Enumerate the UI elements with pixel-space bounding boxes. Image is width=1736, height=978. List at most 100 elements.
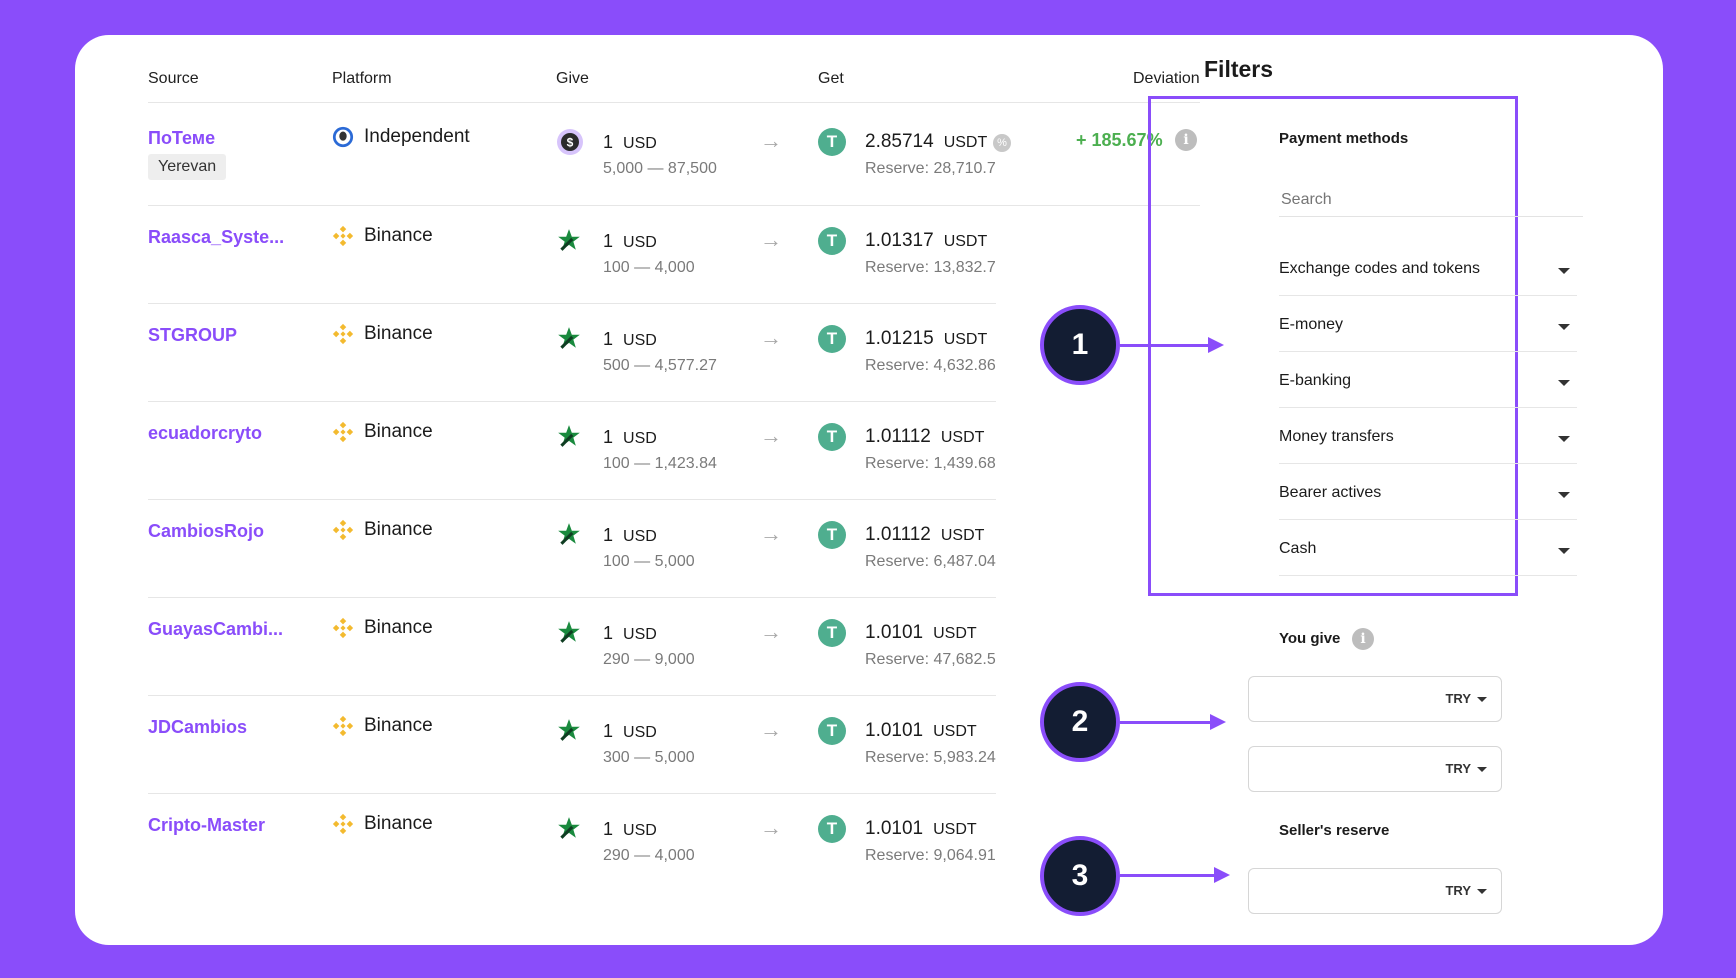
platform-name: Binance [364,323,433,344]
give-value: 1 [603,329,614,349]
give-currency: USD [623,135,657,152]
currency-select-reserve[interactable]: TRY [1445,883,1471,898]
percent-icon[interactable]: % [993,134,1011,152]
get-value: 1.0101 [865,622,924,643]
category-item[interactable]: E-money [1279,316,1344,333]
chevron-down-icon[interactable] [1558,548,1570,554]
chevron-down-icon[interactable] [1558,436,1570,442]
chevron-down-icon[interactable] [1558,268,1570,274]
give-value: 1 [603,427,614,447]
header-platform[interactable]: Platform [332,70,392,87]
get-value: 1.0101 [865,818,924,839]
give-value: 1 [603,721,614,741]
binance-icon [332,323,354,345]
arrow-right-icon: → [760,717,782,742]
give-currency: USD [623,528,657,545]
get-value: 1.01112 [865,524,931,545]
info-icon[interactable]: i [1175,129,1197,151]
category-item[interactable]: Bearer actives [1279,484,1382,501]
get-value: 2.85714 [865,131,934,152]
reserve-text: Reserve: 9,064.91 [865,847,996,864]
row-divider [148,499,996,500]
get-currency: USDT [943,134,988,151]
category-divider [1279,407,1577,408]
filters-title: Filters [1204,56,1274,82]
header-source[interactable]: Source [148,70,199,87]
give-value: 1 [603,525,614,545]
arrow-right-icon: → [760,128,782,153]
give-range: 100 — 4,000 [603,259,695,276]
currency-select-from[interactable]: TRY [1445,691,1471,706]
arrow-right-icon: → [760,227,782,252]
category-item[interactable]: Money transfers [1279,428,1394,445]
give-amount: 1 USD [603,132,657,153]
get-currency: USDT [940,429,985,446]
payment-star-icon [556,521,584,549]
source-link[interactable]: GuayasCambi... [148,619,284,639]
chevron-down-icon [1477,889,1487,894]
platform-cell: Independent [332,126,470,148]
city-badge: Yerevan [148,154,227,180]
get-currency: USDT [933,821,977,838]
give-range: 300 — 5,000 [603,749,695,766]
callout-1-arrow [1120,344,1214,347]
binance-icon [332,715,354,737]
arrow-right-icon: → [760,423,782,448]
give-from-input[interactable]: TRY [1248,676,1502,722]
get-amount: 1.0101 USDT [865,720,977,742]
payment-star-icon [556,717,584,745]
category-divider [1279,575,1577,576]
header-get[interactable]: Get [818,70,844,87]
give-amount: 1 USD [603,623,657,644]
callout-3: 3 [1040,836,1120,916]
get-value: 1.01112 [865,426,931,447]
sellers-reserve-label: Seller's reserve [1279,822,1390,839]
get-currency: USDT [940,527,985,544]
give-value: 1 [603,231,614,251]
tether-icon: T [818,717,846,745]
get-currency: USDT [933,723,977,740]
arrow-right-icon: → [760,619,782,644]
source-link[interactable]: Raasca_Syste... [148,227,285,247]
give-value: 1 [603,819,614,839]
platform-name: Binance [364,617,433,638]
source-link[interactable]: ecuadorcryto [148,423,263,443]
header-give[interactable]: Give [556,70,589,87]
tether-icon: T [818,128,846,156]
source-link[interactable]: CambiosRojo [148,521,265,541]
payment-search-input[interactable] [1279,184,1583,217]
platform-name: Binance [364,519,433,540]
reserve-from-input[interactable]: TRY [1248,868,1502,914]
source-link[interactable]: Cripto-Master [148,815,266,835]
platform-cell: Binance [332,421,433,443]
tether-icon: T [818,521,846,549]
category-item[interactable]: Exchange codes and tokens [1279,260,1481,277]
give-to-input[interactable]: TRY [1248,746,1502,792]
chevron-down-icon[interactable] [1558,324,1570,330]
svg-text:$: $ [567,136,574,150]
give-range: 100 — 5,000 [603,553,695,570]
reserve-text: Reserve: 6,487.04 [865,553,996,570]
cash-coin-icon: $ [556,128,584,156]
source-link[interactable]: ПоТеме [148,128,216,148]
source-link[interactable]: JDCambios [148,717,248,737]
header-deviation[interactable]: Deviation [1133,70,1200,87]
header-divider [148,102,1200,103]
reserve-text: Reserve: 5,983.24 [865,749,996,766]
row-divider [148,303,996,304]
binance-icon [332,519,354,541]
category-item[interactable]: E-banking [1279,372,1352,389]
arrow-right-icon: → [760,521,782,546]
reserve-text: Reserve: 13,832.7 [865,259,996,276]
tether-icon: T [818,815,846,843]
you-give-label: You give [1279,630,1341,647]
chevron-down-icon[interactable] [1558,492,1570,498]
platform-cell: Binance [332,813,433,835]
platform-name: Binance [364,813,433,834]
chevron-down-icon[interactable] [1558,380,1570,386]
category-item[interactable]: Cash [1279,540,1317,557]
arrow-right-icon: → [760,815,782,840]
currency-select-to[interactable]: TRY [1445,761,1471,776]
info-icon[interactable]: i [1352,628,1374,650]
source-link[interactable]: STGROUP [148,325,238,345]
